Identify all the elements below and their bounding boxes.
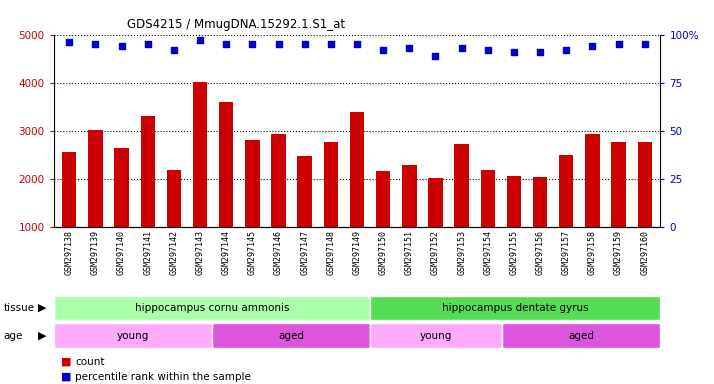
Text: ▶: ▶ (38, 331, 46, 341)
Bar (402, 165, 416, 227)
Point (482, 47, 493, 53)
Text: GSM297159: GSM297159 (614, 230, 623, 275)
Text: GSM297154: GSM297154 (483, 230, 492, 275)
Text: GSM297138: GSM297138 (65, 230, 74, 275)
Text: GSM297145: GSM297145 (248, 230, 257, 275)
Point (169, 47, 180, 53)
Text: GSM297141: GSM297141 (144, 230, 152, 275)
Point (246, 41, 258, 47)
Text: GSM297155: GSM297155 (510, 230, 518, 275)
Text: age: age (4, 331, 23, 341)
Text: GSM297142: GSM297142 (169, 230, 178, 275)
Bar (166, 170, 181, 227)
Point (64, 39, 75, 45)
Text: GSM297146: GSM297146 (274, 230, 283, 275)
Bar (245, 140, 260, 227)
Text: GSM297139: GSM297139 (91, 230, 100, 275)
Text: GSM297151: GSM297151 (405, 230, 414, 275)
Bar (219, 102, 233, 227)
Point (508, 49, 520, 55)
Bar (62, 152, 76, 227)
Text: count: count (75, 356, 104, 367)
Point (613, 41, 624, 47)
Text: GSM297152: GSM297152 (431, 230, 440, 275)
Bar (193, 82, 207, 227)
Bar (141, 116, 155, 227)
Text: hippocampus dentate gyrus: hippocampus dentate gyrus (442, 303, 588, 313)
Text: aged: aged (278, 331, 304, 341)
Point (403, 45, 415, 51)
Bar (481, 170, 495, 227)
Text: GSM297153: GSM297153 (457, 230, 466, 275)
Bar (54, 296, 370, 320)
Bar (54, 323, 212, 348)
Text: GSM297158: GSM297158 (588, 230, 597, 275)
Bar (370, 323, 502, 348)
Bar (611, 142, 625, 227)
Bar (585, 134, 600, 227)
Point (325, 41, 336, 47)
Point (351, 41, 363, 47)
Bar (428, 178, 443, 227)
Bar (454, 144, 469, 227)
Point (194, 37, 206, 43)
Point (378, 47, 389, 53)
Bar (376, 171, 391, 227)
Text: GSM297147: GSM297147 (300, 230, 309, 275)
Text: aged: aged (568, 331, 594, 341)
Point (430, 53, 441, 59)
Text: hippocampus cornu ammonis: hippocampus cornu ammonis (135, 303, 289, 313)
Bar (533, 177, 548, 227)
Text: tissue: tissue (4, 303, 35, 313)
Text: GSM297156: GSM297156 (536, 230, 545, 275)
Bar (370, 296, 660, 320)
Point (90, 41, 101, 47)
Text: GSM297140: GSM297140 (117, 230, 126, 275)
Bar (323, 142, 338, 227)
Text: GDS4215 / MmugDNA.15292.1.S1_at: GDS4215 / MmugDNA.15292.1.S1_at (126, 18, 345, 31)
Point (221, 41, 232, 47)
Text: ■: ■ (61, 356, 71, 367)
Text: ■: ■ (61, 372, 71, 382)
Bar (212, 323, 370, 348)
Text: GSM297148: GSM297148 (326, 230, 336, 275)
Bar (350, 113, 364, 227)
Bar (559, 155, 573, 227)
Text: young: young (116, 331, 149, 341)
Point (639, 41, 650, 47)
Bar (89, 130, 103, 227)
Text: GSM297150: GSM297150 (378, 230, 388, 275)
Text: GSM297157: GSM297157 (562, 230, 570, 275)
Bar (114, 147, 129, 227)
Text: GSM297149: GSM297149 (353, 230, 361, 275)
Point (116, 43, 127, 49)
Text: percentile rank within the sample: percentile rank within the sample (75, 372, 251, 382)
Bar (271, 134, 286, 227)
Bar (507, 176, 521, 227)
Bar (298, 156, 312, 227)
Text: GSM297160: GSM297160 (640, 230, 649, 275)
Point (142, 41, 154, 47)
Text: young: young (420, 331, 453, 341)
Bar (638, 142, 652, 227)
Point (560, 47, 572, 53)
Bar (502, 323, 660, 348)
Point (273, 41, 284, 47)
Point (299, 41, 311, 47)
Point (534, 49, 545, 55)
Text: ▶: ▶ (38, 303, 46, 313)
Text: GSM297144: GSM297144 (222, 230, 231, 275)
Point (587, 43, 598, 49)
Text: GSM297143: GSM297143 (196, 230, 204, 275)
Point (456, 45, 468, 51)
